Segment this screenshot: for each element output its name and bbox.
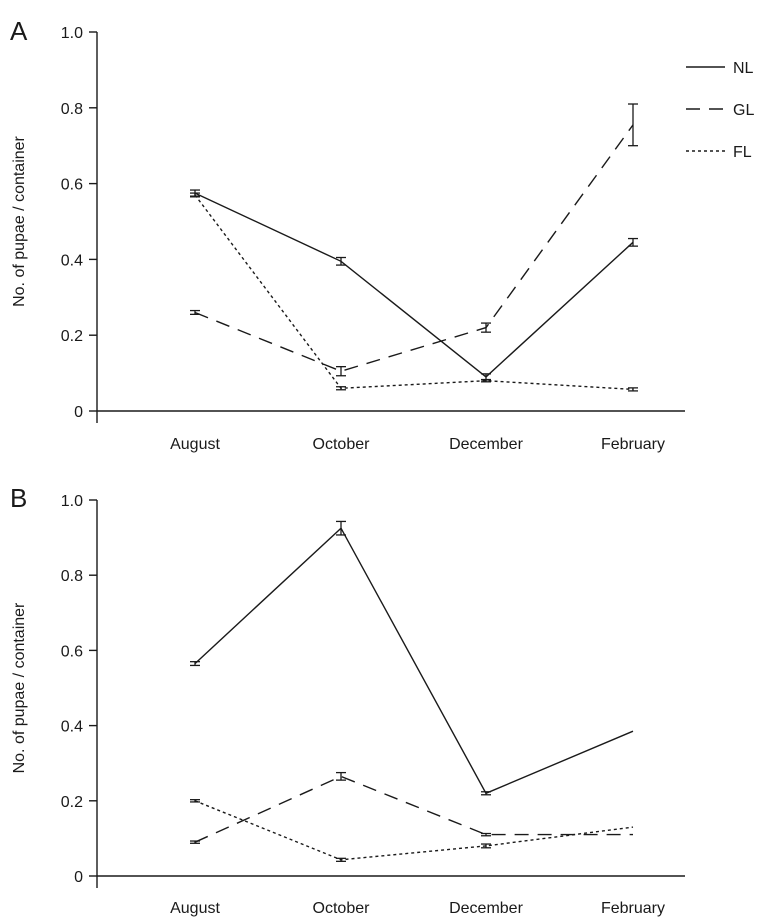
error-bar	[336, 386, 346, 391]
x-tick-label: February	[601, 900, 665, 917]
error-bar	[336, 771, 346, 781]
y-tick-label: 0.8	[61, 101, 83, 118]
x-tick-label: February	[601, 436, 665, 453]
x-tick-label: October	[313, 436, 371, 453]
x-tick-label: December	[449, 436, 523, 453]
legend-label-gl: GL	[733, 102, 754, 119]
y-tick-label: 0.4	[61, 252, 83, 269]
error-bar	[481, 322, 491, 333]
error-bar	[481, 791, 491, 796]
series-line-fl	[194, 194, 634, 391]
error-bar	[336, 256, 346, 266]
y-tick-label: 1.0	[61, 25, 83, 42]
error-bar	[190, 661, 200, 667]
error-bar	[628, 103, 638, 147]
y-tick-label: 0	[74, 869, 83, 886]
series-line-gl	[194, 775, 633, 843]
legend-label-nl: NL	[733, 60, 754, 77]
legend-label-fl: FL	[733, 144, 752, 161]
panel-b: B 0 0.2 0.4 0.6 0.8 1.0 August October December Fe…	[10, 483, 685, 917]
error-bar	[190, 840, 200, 844]
y-tick-label: 0.2	[61, 794, 83, 811]
x-tick-label: August	[170, 900, 220, 917]
y-tick-label: 0.6	[61, 177, 83, 194]
error-bar	[481, 843, 491, 849]
series-line-nl	[194, 527, 634, 795]
error-bar	[336, 857, 346, 862]
x-tick-label: August	[170, 436, 220, 453]
panel-letter: A	[10, 16, 28, 46]
series-line-nl	[194, 192, 634, 378]
legend: NL GL FL	[686, 60, 754, 161]
y-tick-label: 0.4	[61, 719, 83, 736]
series-line-gl	[194, 124, 634, 372]
series-line-fl	[194, 800, 634, 861]
error-bar	[336, 520, 346, 536]
panel-letter: B	[10, 483, 27, 513]
error-bar	[190, 799, 200, 803]
y-tick-label: 0.8	[61, 568, 83, 585]
x-tick-label: December	[449, 900, 523, 917]
y-tick-label: 0.2	[61, 328, 83, 345]
error-bar	[190, 192, 200, 198]
error-bar	[190, 309, 200, 316]
error-bar	[481, 832, 491, 837]
y-tick-label: 0	[74, 404, 83, 421]
y-axis-title: No. of pupae / container	[11, 135, 28, 306]
x-tick-label: October	[313, 900, 371, 917]
y-axis-title: No. of pupae / container	[11, 602, 28, 773]
error-bar	[628, 237, 638, 247]
y-tick-label: 1.0	[61, 493, 83, 510]
panel-a: A 0 0.2 0.4 0.6 0.8 1.0 August October December Fe…	[10, 16, 754, 453]
error-bar	[481, 378, 491, 383]
y-tick-label: 0.6	[61, 643, 83, 660]
error-bar	[628, 387, 638, 392]
error-bar	[336, 366, 346, 377]
